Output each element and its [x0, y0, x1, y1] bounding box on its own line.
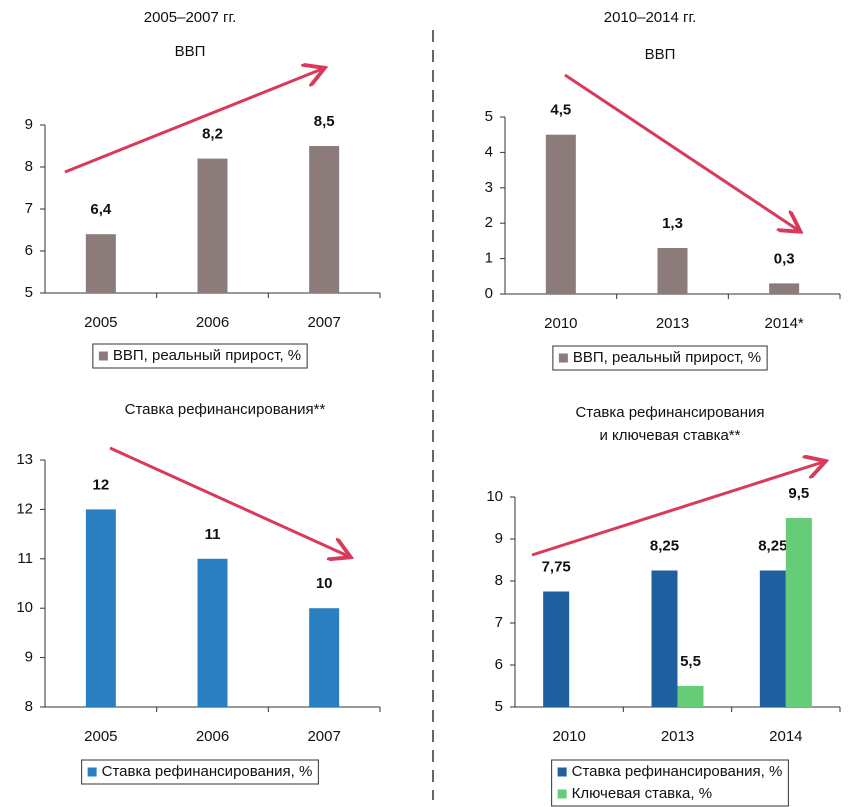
- y-tick-label: 10: [16, 599, 33, 616]
- y-tick-label: 9: [25, 116, 33, 133]
- x-tick-label: 2013: [661, 728, 694, 745]
- y-tick-label: 5: [495, 698, 503, 715]
- x-tick-label: 2007: [307, 314, 340, 331]
- legend-label: ВВП, реальный прирост, %: [573, 349, 761, 366]
- y-tick-label: 13: [16, 451, 33, 468]
- y-tick-label: 3: [485, 179, 493, 196]
- bar: [769, 283, 800, 294]
- bar: [651, 570, 678, 707]
- legend-label: ВВП, реальный прирост, %: [113, 347, 301, 364]
- value-label: 8,25: [650, 537, 679, 554]
- trend-arrow: [64, 69, 322, 174]
- chart-title: и ключевая ставка**: [600, 427, 741, 444]
- y-tick-label: 11: [17, 550, 33, 567]
- bar: [85, 234, 116, 293]
- x-tick-label: 2007: [307, 728, 340, 745]
- value-label: 8,25: [758, 537, 787, 554]
- legend-box: [81, 759, 319, 785]
- bar: [759, 570, 786, 707]
- y-tick-label: 9: [495, 530, 503, 547]
- value-label: 6,4: [90, 201, 112, 218]
- value-label: 12: [92, 476, 109, 493]
- y-tick-label: 0: [485, 285, 493, 302]
- x-tick-label: 2014*: [765, 315, 804, 332]
- value-label: 5,5: [680, 653, 701, 670]
- legend-box: [92, 343, 308, 369]
- trend-arrow: [109, 446, 348, 556]
- bar: [677, 686, 704, 707]
- value-label: 9,5: [788, 485, 809, 502]
- y-tick-label: 5: [485, 108, 493, 125]
- y-tick-label: 7: [25, 200, 33, 217]
- value-label: 1,3: [662, 215, 683, 232]
- trend-arrow: [531, 462, 823, 557]
- bar: [785, 518, 812, 707]
- value-label: 10: [316, 575, 333, 592]
- y-tick-label: 1: [485, 250, 493, 267]
- x-tick-label: 2014: [769, 728, 802, 745]
- y-tick-label: 10: [486, 488, 503, 505]
- period-header: 2005–2007 гг.: [144, 9, 237, 26]
- bar: [309, 608, 340, 707]
- y-tick-label: 4: [485, 143, 493, 160]
- x-tick-label: 2006: [196, 314, 229, 331]
- legend-swatch: [87, 767, 97, 777]
- legend-box: [551, 759, 789, 807]
- bar: [657, 247, 688, 294]
- legend-label: Ключевая ставка, %: [572, 785, 712, 802]
- bar: [85, 509, 116, 707]
- legend-label: Ставка рефинансирования, %: [102, 763, 313, 780]
- y-tick-label: 2: [485, 214, 493, 231]
- value-label: 7,75: [542, 558, 571, 575]
- legend-swatch: [557, 767, 567, 777]
- trend-arrow: [564, 73, 798, 230]
- x-tick-label: 2005: [84, 728, 117, 745]
- bar: [543, 591, 570, 707]
- value-label: 4,5: [550, 102, 571, 119]
- y-tick-label: 5: [25, 284, 33, 301]
- bar: [309, 146, 340, 293]
- bar: [197, 558, 228, 707]
- legend-swatch: [557, 789, 567, 799]
- value-label: 8,5: [314, 113, 335, 130]
- period-header: 2010–2014 гг.: [604, 9, 697, 26]
- y-tick-label: 6: [495, 656, 503, 673]
- x-tick-label: 2013: [656, 315, 689, 332]
- y-tick-label: 6: [25, 242, 33, 259]
- legend-swatch: [558, 353, 568, 363]
- bar: [197, 158, 228, 293]
- y-tick-label: 8: [25, 158, 33, 175]
- y-tick-label: 8: [25, 698, 33, 715]
- x-tick-label: 2010: [544, 315, 577, 332]
- y-tick-label: 7: [495, 614, 503, 631]
- x-tick-label: 2005: [84, 314, 117, 331]
- y-tick-label: 12: [16, 500, 33, 517]
- value-label: 0,3: [774, 250, 795, 267]
- y-tick-label: 9: [25, 649, 33, 666]
- y-tick-label: 8: [495, 572, 503, 589]
- bar: [545, 134, 576, 294]
- legend-label: Ставка рефинансирования, %: [572, 763, 783, 780]
- legend-box: [552, 345, 768, 371]
- x-tick-label: 2010: [552, 728, 585, 745]
- value-label: 8,2: [202, 126, 223, 143]
- value-label: 11: [205, 526, 221, 543]
- chart-title: ВВП: [175, 43, 206, 60]
- chart-title: Ставка рефинансирования**: [125, 401, 326, 418]
- legend-swatch: [98, 351, 108, 361]
- chart-title: ВВП: [645, 46, 676, 63]
- x-tick-label: 2006: [196, 728, 229, 745]
- chart-title: Ставка рефинансирования: [575, 404, 764, 421]
